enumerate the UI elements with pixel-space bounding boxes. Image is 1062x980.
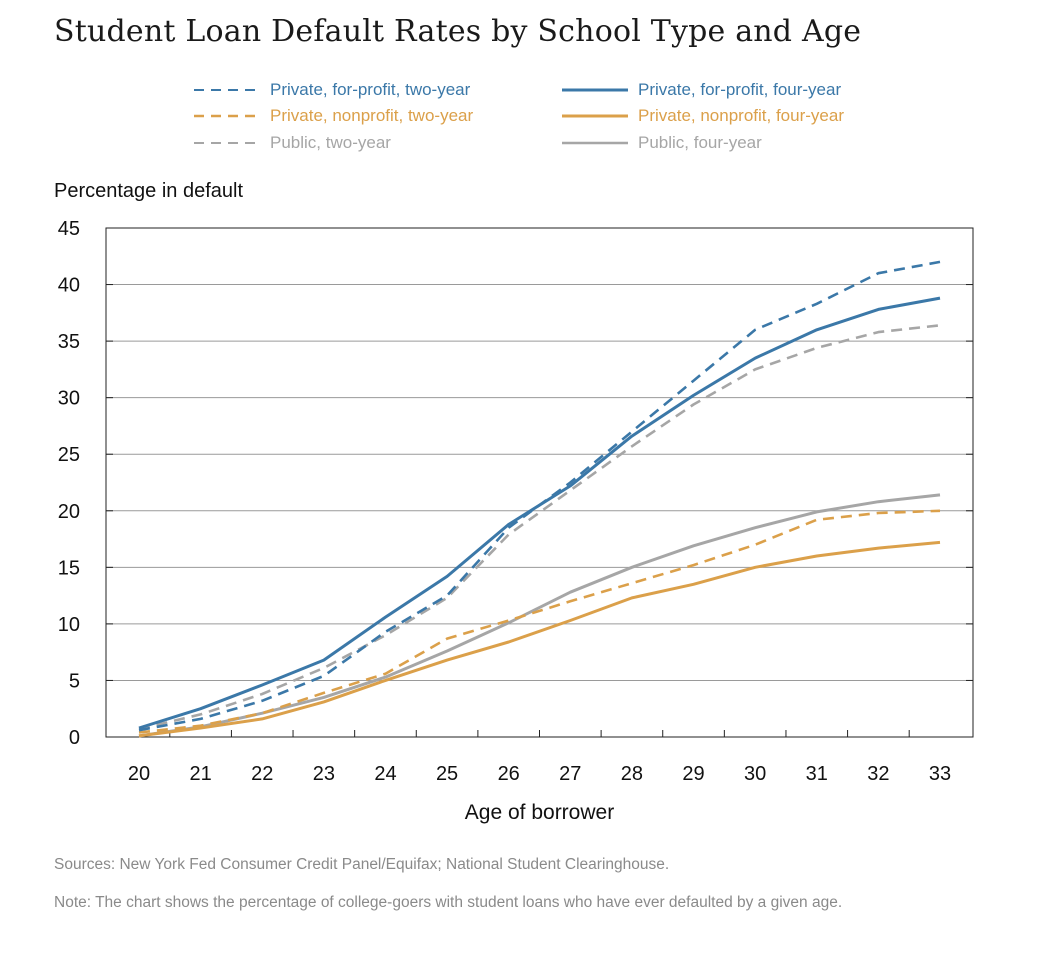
legend-swatch	[562, 141, 628, 145]
y-tick-label: 5	[69, 670, 80, 692]
y-tick-label: 20	[58, 501, 80, 523]
x-tick-label: 31	[806, 763, 828, 785]
x-tick-label: 23	[313, 763, 335, 785]
series-line-private-nonprofit-two-year	[138, 509, 941, 734]
series-line-private-for-profit-four-year	[138, 296, 941, 730]
y-tick-label: 40	[58, 275, 80, 297]
legend-label: Private, nonprofit, two-year	[270, 106, 474, 125]
y-tick-label: 45	[58, 218, 80, 240]
x-tick-label: 26	[498, 763, 520, 785]
legend-item-private-nonprofit-two-year: Private, nonprofit, two-year	[192, 105, 473, 127]
legend-item-private-forprofit-two-year: Private, for-profit, two-year	[192, 79, 470, 101]
legend-swatch	[194, 114, 260, 118]
legend-swatch	[194, 89, 260, 91]
x-tick-label: 25	[436, 763, 458, 785]
series-lines	[138, 260, 941, 738]
legend-item-public-two-year: Public, two-year	[192, 132, 391, 154]
x-tick-label: 29	[682, 763, 704, 785]
legend-swatch	[562, 114, 628, 118]
legend-item-private-forprofit-four-year: Private, for-profit, four-year	[560, 79, 841, 101]
legend-item-public-four-year: Public, four-year	[560, 132, 762, 154]
legend-swatch	[562, 88, 628, 92]
x-axis-ticks: 20 21 22 23 24 25 26 27 28 29 30 31 32 33	[128, 730, 951, 785]
x-axis-label: Age of borrower	[465, 801, 614, 824]
legend-swatch	[194, 142, 260, 144]
chart-title: Student Loan Default Rates by School Typ…	[54, 14, 862, 49]
y-tick-label: 0	[69, 727, 80, 749]
gridlines	[106, 284, 973, 681]
y-axis-ticks: 0 5 10 15 20 25 30 35 40 45	[58, 218, 973, 749]
legend-label: Private, for-profit, four-year	[638, 80, 842, 99]
series-line-public-four-year	[138, 493, 941, 738]
legend-label: Private, for-profit, two-year	[270, 80, 471, 99]
x-tick-label: 33	[929, 763, 951, 785]
note-text: Note: The chart shows the percentage of …	[54, 894, 843, 911]
y-axis-label: Percentage in default	[54, 180, 244, 202]
x-tick-label: 32	[867, 763, 889, 785]
line-chart: 0 5 10 15 20 25 30 35 40 45 20 21 22 23 24 25 26 27 28 29 3…	[58, 218, 974, 824]
y-tick-label: 35	[58, 331, 80, 353]
x-tick-label: 28	[621, 763, 643, 785]
x-tick-label: 22	[251, 763, 273, 785]
sources-text: Sources: New York Fed Consumer Credit Pa…	[54, 856, 670, 873]
y-tick-label: 15	[58, 557, 80, 579]
y-tick-label: 25	[58, 444, 80, 466]
x-tick-label: 21	[189, 763, 211, 785]
legend: Private, for-profit, two-year Private, f…	[0, 0, 1062, 170]
x-tick-label: 20	[128, 763, 150, 785]
series-line-private-for-profit-two-year	[138, 260, 941, 732]
legend-label: Public, four-year	[638, 133, 762, 152]
y-tick-label: 10	[58, 614, 80, 636]
legend-label: Private, nonprofit, four-year	[638, 106, 844, 125]
legend-label: Public, two-year	[270, 133, 391, 152]
series-line-public-two-year	[138, 324, 941, 731]
x-tick-label: 30	[744, 763, 766, 785]
x-tick-label: 27	[559, 763, 581, 785]
x-tick-label: 24	[374, 763, 396, 785]
y-tick-label: 30	[58, 388, 80, 410]
legend-item-private-nonprofit-four-year: Private, nonprofit, four-year	[560, 105, 844, 127]
series-line-private-nonprofit-four-year	[138, 540, 941, 738]
plot-frame	[105, 227, 974, 738]
